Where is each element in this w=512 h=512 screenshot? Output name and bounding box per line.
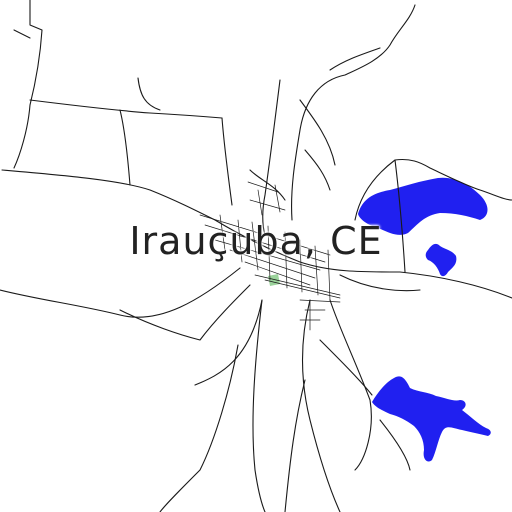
road-nw-3 — [119, 109, 131, 186]
road-sw-1 — [194, 299, 263, 386]
road-north-5 — [329, 47, 381, 71]
town-grid — [199, 214, 341, 331]
road-south-5 — [379, 419, 411, 471]
reservoir-northeast — [358, 177, 488, 235]
road-sw-2 — [252, 299, 266, 512]
road-south-1 — [301, 299, 341, 512]
road-nw-1 — [13, 0, 43, 169]
road-east-1 — [339, 274, 421, 292]
road-south-4 — [319, 339, 373, 396]
road-north-2 — [262, 79, 281, 236]
road-north-3 — [299, 99, 336, 166]
road-north-6 — [304, 149, 331, 191]
lake-east — [425, 243, 457, 277]
reservoir-southeast — [372, 376, 491, 462]
road-south-3 — [329, 299, 372, 471]
road-west-1 — [0, 267, 241, 318]
road-north-4 — [249, 169, 286, 201]
road-nw-5 — [137, 77, 161, 111]
place-label: Irauçuba, CE — [129, 219, 383, 263]
road-north-1 — [291, 4, 416, 221]
road-nw-4 — [221, 117, 233, 206]
road-nw-2 — [29, 99, 223, 119]
road-south-2 — [284, 379, 306, 512]
road-ne-2 — [394, 159, 406, 273]
highway-main — [1, 169, 512, 299]
road-nw-6 — [13, 29, 31, 39]
street-north-town — [247, 181, 286, 216]
road-sw-3 — [159, 344, 239, 512]
road-ne-1 — [354, 158, 512, 221]
road-west-2 — [119, 284, 251, 341]
